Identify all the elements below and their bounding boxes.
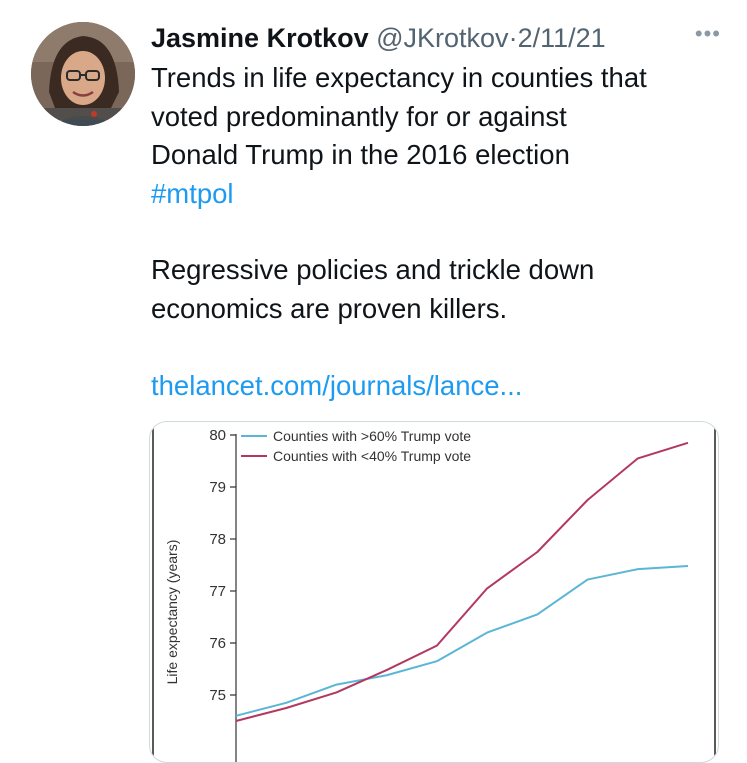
author-name[interactable]: Jasmine Krotkov bbox=[151, 23, 369, 53]
series-line-2 bbox=[235, 441, 689, 722]
avatar-photo bbox=[31, 22, 135, 126]
y-tick-label: 75 bbox=[209, 687, 226, 704]
tweet-header: Jasmine Krotkov @JKrotkov·2/11/21 ••• bbox=[151, 20, 721, 56]
tweet-text-line: Donald Trump in the 2016 election bbox=[151, 139, 570, 171]
tweet-text-line: Trends in life expectancy in counties th… bbox=[151, 62, 647, 93]
legend-label: Counties with <40% Trump vote bbox=[273, 448, 471, 464]
avatar[interactable] bbox=[31, 22, 135, 126]
y-tick-label: 80 bbox=[209, 427, 226, 444]
y-tick-label: 76 bbox=[209, 635, 226, 652]
y-axis-label: Life expectancy (years) bbox=[164, 540, 180, 685]
series-line-1 bbox=[235, 565, 689, 717]
more-options-icon[interactable]: ••• bbox=[694, 21, 721, 46]
tweet-text-line: economics are proven killers. bbox=[151, 292, 508, 324]
tweet-text-line: voted predominantly for or against bbox=[151, 100, 567, 132]
tweet-text-line: Regressive policies and trickle down bbox=[151, 254, 595, 286]
article-link[interactable]: thelancet.com/journals/lance... bbox=[151, 369, 523, 401]
author-handle[interactable]: @JKrotkov bbox=[376, 23, 509, 53]
y-tick-label: 77 bbox=[209, 583, 226, 600]
y-tick-label: 79 bbox=[209, 479, 226, 496]
legend-label: Counties with >60% Trump vote bbox=[273, 428, 471, 444]
y-tick-label: 78 bbox=[209, 531, 226, 548]
tweet-image[interactable]: Life expectancy (years) 80 79 78 77 76 75 Cou… bbox=[149, 421, 719, 763]
separator-dot: · bbox=[508, 23, 518, 53]
tweet-text: Trends in life expectancy in counties th… bbox=[151, 59, 731, 405]
hashtag-link[interactable]: #mtpol bbox=[151, 177, 234, 209]
life-expectancy-chart: Life expectancy (years) 80 79 78 77 76 75 Cou… bbox=[152, 422, 716, 762]
tweet-date[interactable]: 2/11/21 bbox=[517, 23, 606, 53]
